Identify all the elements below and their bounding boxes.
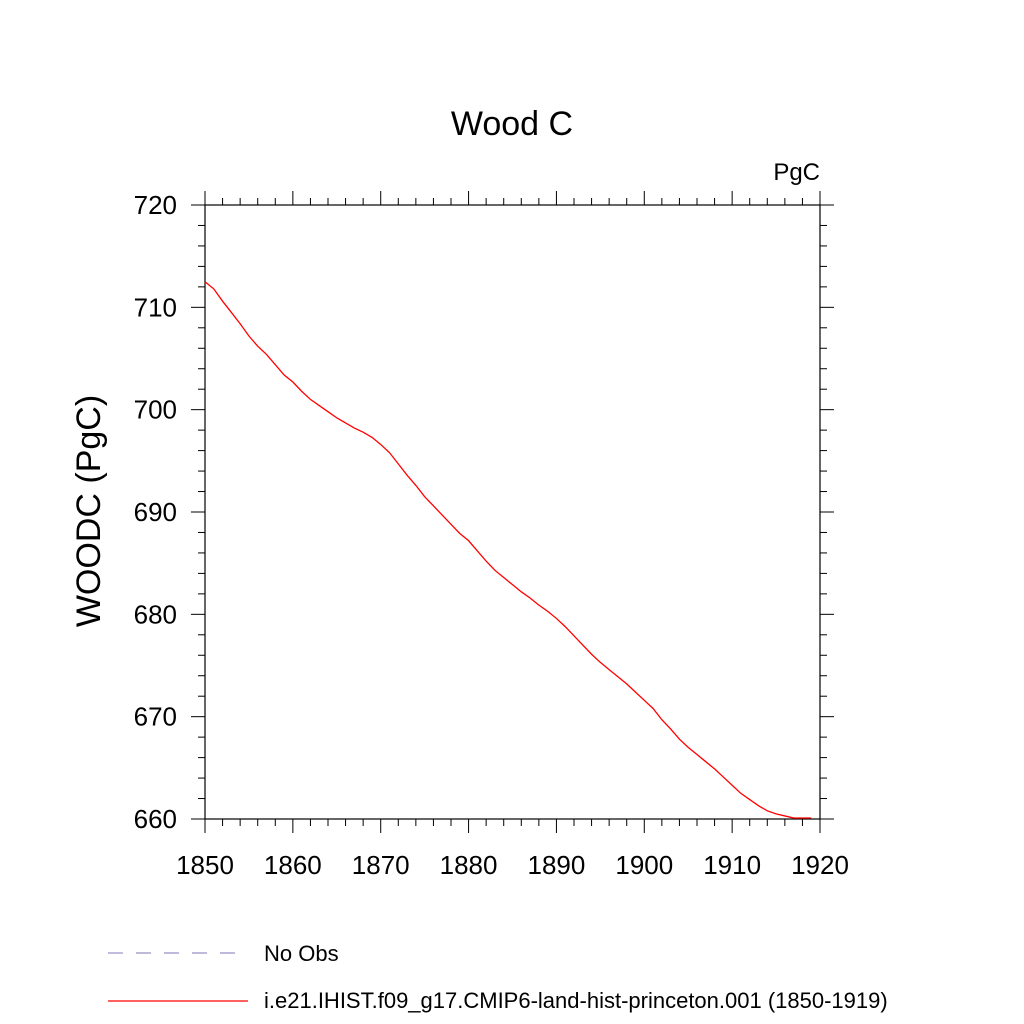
plot-frame: [204, 204, 821, 820]
y-tick-label: 720: [134, 190, 177, 220]
x-tick-label: 1910: [703, 850, 761, 880]
legend-label-model-run: i.e21.IHIST.f09_g17.CMIP6-land-hist-prin…: [264, 988, 888, 1013]
y-tick-label: 680: [134, 599, 177, 629]
x-tick-label: 1860: [264, 850, 322, 880]
x-tick-label: 1870: [352, 850, 410, 880]
x-tick-label: 1900: [615, 850, 673, 880]
y-tick-label: 710: [134, 292, 177, 322]
y-axis-label: WOODC (PgC): [70, 395, 108, 627]
chart-title: Wood C: [451, 105, 573, 143]
series-layer: [204, 281, 812, 819]
y-tick-label: 670: [134, 702, 177, 732]
y-tick-label: 700: [134, 395, 177, 425]
y-tick-label: 660: [134, 804, 177, 834]
x-tick-label: 1850: [176, 850, 234, 880]
x-tick-label: 1890: [528, 850, 586, 880]
series-line: [204, 281, 812, 819]
x-tick-label: 1920: [791, 850, 849, 880]
x-tick-label: 1880: [440, 850, 498, 880]
x-axis-ticks: 1850 1860 1870 1880 1890 1900 1910 1920: [176, 191, 849, 880]
legend-label-no-obs: No Obs: [264, 941, 339, 966]
y-tick-label: 690: [134, 497, 177, 527]
units-label: PgC: [773, 159, 820, 186]
legend: No Obs i.e21.IHIST.f09_g17.CMIP6-land-hi…: [108, 941, 888, 1013]
y-axis-ticks: 660 670 680 690 700 710 720: [134, 190, 834, 834]
